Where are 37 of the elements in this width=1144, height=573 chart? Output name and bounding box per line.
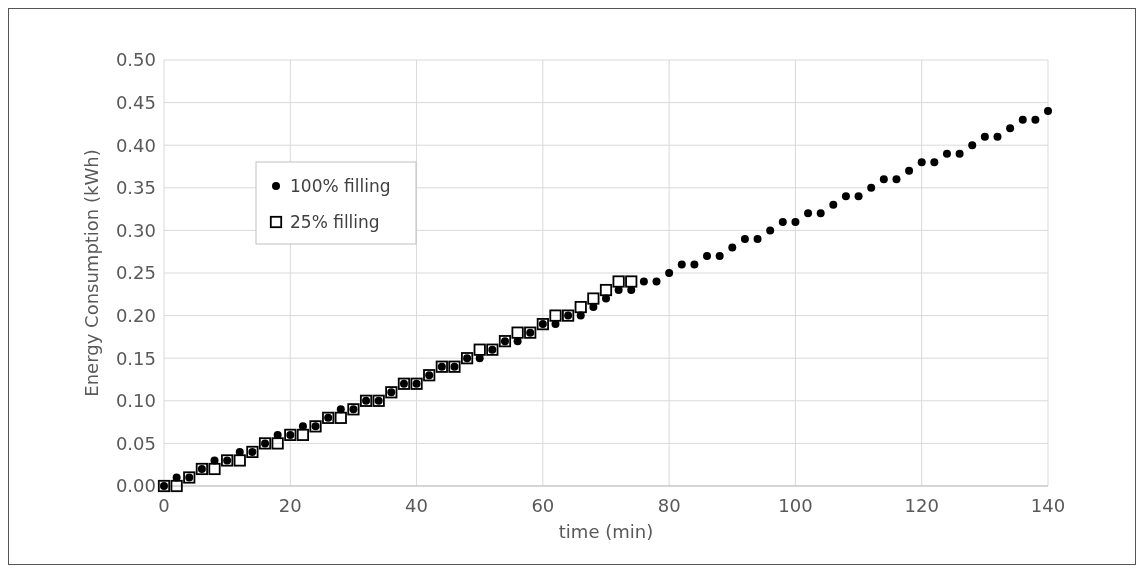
- x-tick-label: 0: [158, 495, 170, 516]
- point: [587, 292, 600, 305]
- x-tick-label: 40: [405, 495, 429, 516]
- x-tick-label: 80: [657, 495, 681, 516]
- point: [233, 454, 246, 467]
- y-tick-label: 0.10: [115, 390, 156, 412]
- x-tick-label: 20: [278, 495, 302, 516]
- y-tick-label: 0.30: [115, 219, 156, 241]
- y-tick-label: 0.00: [115, 475, 156, 497]
- y-axis-title: Energy Consumption (kWh): [81, 149, 102, 397]
- point: [549, 309, 562, 322]
- point: [271, 437, 284, 450]
- legend-label: 25% filling: [290, 211, 380, 232]
- point: [599, 283, 613, 297]
- x-tick-label: 100: [778, 495, 813, 516]
- point: [170, 479, 183, 493]
- point: [574, 300, 587, 314]
- y-tick-label: 0.50: [115, 49, 156, 71]
- y-tick-label: 0.20: [115, 304, 156, 326]
- point: [612, 275, 625, 288]
- y-tick-label: 0.15: [115, 347, 156, 369]
- point: [473, 343, 486, 356]
- y-tick-label: 0.05: [115, 432, 156, 454]
- point: [511, 326, 524, 339]
- point: [208, 462, 221, 476]
- point: [296, 428, 310, 441]
- point: [625, 275, 638, 288]
- x-tick-label: 120: [904, 495, 939, 516]
- y-tick-label: 0.25: [115, 262, 156, 284]
- y-tick-label: 0.40: [115, 134, 156, 156]
- legend-label: 100% filling: [290, 175, 391, 196]
- x-tick-label: 60: [531, 495, 555, 516]
- y-tick-label: 0.35: [115, 177, 156, 199]
- point: [334, 411, 347, 424]
- x-axis-title: time (min): [558, 521, 654, 542]
- y-tick-label: 0.45: [115, 91, 156, 113]
- x-tick-label: 140: [1030, 495, 1066, 516]
